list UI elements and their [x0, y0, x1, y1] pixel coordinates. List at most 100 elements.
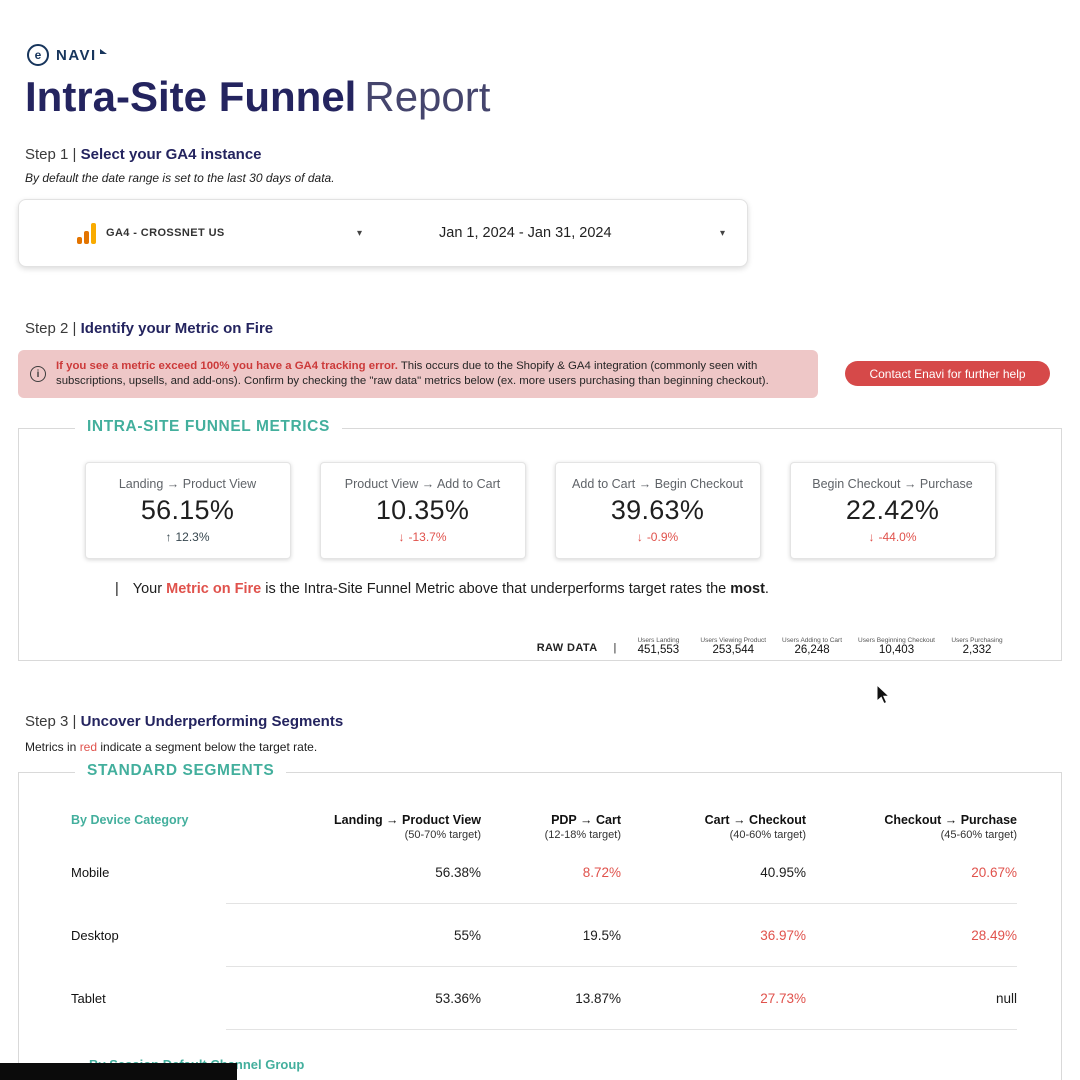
- page-title-light: Report: [364, 73, 491, 120]
- raw-data-row: RAW DATA | Users Landing 451,553 Users V…: [537, 637, 1003, 656]
- step3-title: Uncover Underperforming Segments: [80, 713, 344, 730]
- metric-cards-row: Landing → Product View 56.15% ↑ 12.3% Pr…: [19, 429, 1061, 559]
- column-header-checkout-purchase: Checkout → Purchase (45-60% target): [806, 813, 1017, 841]
- metric-delta: ↓ -44.0%: [868, 530, 916, 544]
- date-range-select[interactable]: Jan 1, 2024 - Jan 31, 2024 ▾: [384, 225, 747, 241]
- contact-help-button[interactable]: Contact Enavi for further help: [845, 361, 1050, 386]
- note-suffix: .: [764, 581, 769, 597]
- column-label: PDP → Cart: [551, 813, 621, 827]
- raw-data-divider: |: [613, 642, 617, 654]
- cell-value: 8.72%: [481, 841, 621, 904]
- metric-delta-value: -0.9%: [646, 530, 679, 544]
- column-header-pdp-cart: PDP → Cart (12-18% target): [481, 813, 621, 841]
- column-label: Checkout → Purchase: [884, 813, 1017, 827]
- raw-item-value: 451,553: [637, 644, 680, 656]
- raw-users-adding-cart: Users Adding to Cart 26,248: [782, 637, 842, 656]
- alert-text-bold: If you see a metric exceed 100% you have…: [56, 359, 398, 372]
- note-mid: is the Intra-Site Funnel Metric above th…: [261, 581, 731, 597]
- logo-trademark-icon: [99, 48, 107, 54]
- metric-card-pdp-cart: Product View → Add to Cart 10.35% ↓ -13.…: [319, 462, 526, 559]
- step2-heading: Step 2 | Identify your Metric on Fire: [25, 320, 273, 337]
- raw-users-landing: Users Landing 451,553: [632, 637, 684, 656]
- arrow-down-icon: ↓: [636, 530, 643, 544]
- metric-delta: ↑ 12.3%: [165, 530, 209, 544]
- table-row-tablet: Tablet 53.36% 13.87% 27.73% null: [51, 967, 1025, 1030]
- raw-item-value: 26,248: [794, 644, 830, 656]
- metric-value: 39.63%: [610, 495, 705, 525]
- cell-value: 20.67%: [806, 841, 1017, 904]
- raw-users-viewing-product: Users Viewing Product 253,544: [700, 637, 766, 656]
- step3-subtitle: Metrics in red indicate a segment below …: [25, 740, 317, 754]
- chevron-down-icon: ▾: [356, 227, 362, 239]
- metric-card-cart-checkout: Add to Cart → Begin Checkout 39.63% ↓ -0…: [554, 462, 761, 559]
- column-target: (50-70% target): [404, 829, 481, 841]
- step3-sub-suffix: indicate a segment below the target rate…: [97, 740, 318, 754]
- table-row-desktop: Desktop 55% 19.5% 36.97% 28.49%: [51, 904, 1025, 967]
- raw-users-beginning-checkout: Users Beginning Checkout 10,403: [858, 637, 935, 656]
- step1-subtitle: By default the date range is set to the …: [25, 171, 335, 185]
- column-label: Landing → Product View: [333, 813, 481, 827]
- funnel-metrics-panel: INTRA-SITE FUNNEL METRICS Landing → Prod…: [18, 418, 1062, 661]
- metric-label: Begin Checkout → Purchase: [812, 477, 973, 491]
- arrow-up-icon: ↑: [165, 530, 172, 544]
- metric-label: Product View → Add to Cart: [344, 477, 501, 491]
- column-label: Cart → Checkout: [704, 813, 806, 827]
- alert-text-rest: This occurs due to the Shopify & GA4 int…: [56, 359, 769, 388]
- cell-value: 36.97%: [621, 904, 806, 967]
- step3-sub-prefix: Metrics in: [25, 740, 80, 754]
- cell-value: 13.87%: [481, 967, 621, 1030]
- segments-table: By Device Category Landing → Product Vie…: [19, 773, 1061, 1072]
- arrow-down-icon: ↓: [868, 530, 875, 544]
- chevron-down-icon: ▾: [719, 227, 725, 239]
- bottom-dark-strip: [0, 1063, 237, 1080]
- raw-item-label: Users Beginning Checkout: [858, 637, 935, 644]
- metric-value: 22.42%: [845, 495, 940, 525]
- cell-value: null: [806, 967, 1017, 1030]
- cell-value: 53.36%: [226, 967, 481, 1030]
- note-bold: most: [730, 581, 765, 597]
- metric-label: Add to Cart → Begin Checkout: [572, 477, 743, 491]
- metric-card-checkout-purchase: Begin Checkout → Purchase 22.42% ↓ -44.0…: [789, 462, 996, 559]
- metric-card-landing-pdp: Landing → Product View 56.15% ↑ 12.3%: [84, 462, 291, 559]
- cell-value: 28.49%: [806, 904, 1017, 967]
- arrow-down-icon: ↓: [398, 530, 405, 544]
- raw-item-value: 2,332: [962, 644, 992, 656]
- raw-users-purchasing: Users Purchasing 2,332: [951, 637, 1003, 656]
- raw-item-value: 10,403: [878, 644, 915, 656]
- standard-segments-title: STANDARD SEGMENTS: [75, 762, 287, 780]
- funnel-metrics-title: INTRA-SITE FUNNEL METRICS: [75, 418, 342, 436]
- metric-on-fire-highlight: Metric on Fire: [166, 581, 262, 597]
- step3-prefix: Step 3 |: [25, 713, 81, 730]
- date-range-label: Jan 1, 2024 - Jan 31, 2024: [439, 225, 612, 241]
- device-category-header: By Device Category: [71, 813, 189, 827]
- column-target: (40-60% target): [729, 829, 806, 841]
- row-label: Desktop: [71, 928, 119, 943]
- cell-value: 19.5%: [481, 904, 621, 967]
- step2-title: Identify your Metric on Fire: [80, 320, 274, 337]
- brand-logo: e NAVI: [27, 44, 107, 66]
- cell-value: 55%: [226, 904, 481, 967]
- metric-value: 56.15%: [140, 495, 235, 525]
- metric-delta-value: -44.0%: [878, 530, 917, 544]
- raw-item-value: 253,544: [712, 644, 755, 656]
- tracking-error-alert: i If you see a metric exceed 100% you ha…: [18, 350, 818, 398]
- mouse-cursor: [876, 684, 891, 705]
- ga4-instance-select[interactable]: GA4 - CROSSNET US ▾: [19, 222, 384, 244]
- metric-delta-value: 12.3%: [175, 530, 210, 544]
- note-divider: |: [115, 581, 119, 597]
- ga4-instance-label: GA4 - CROSSNET US: [106, 227, 225, 239]
- raw-data-label: RAW DATA: [536, 642, 598, 654]
- step3-heading: Step 3 | Uncover Underperforming Segment…: [25, 713, 343, 730]
- step1-heading: Step 1 | Select your GA4 instance: [25, 146, 262, 163]
- column-target: (45-60% target): [940, 829, 1017, 841]
- ga4-selector-card: GA4 - CROSSNET US ▾ Jan 1, 2024 - Jan 31…: [18, 199, 748, 267]
- metric-label: Landing → Product View: [118, 477, 257, 491]
- segments-table-header: By Device Category Landing → Product Vie…: [51, 813, 1025, 841]
- raw-item-label: Users Purchasing: [951, 637, 1003, 644]
- note-prefix: Your: [132, 581, 167, 597]
- row-label: Mobile: [71, 865, 110, 880]
- ga4-logo-icon: [77, 222, 96, 244]
- column-header-cart-checkout: Cart → Checkout (40-60% target): [621, 813, 806, 841]
- metric-delta-value: -13.7%: [408, 530, 447, 544]
